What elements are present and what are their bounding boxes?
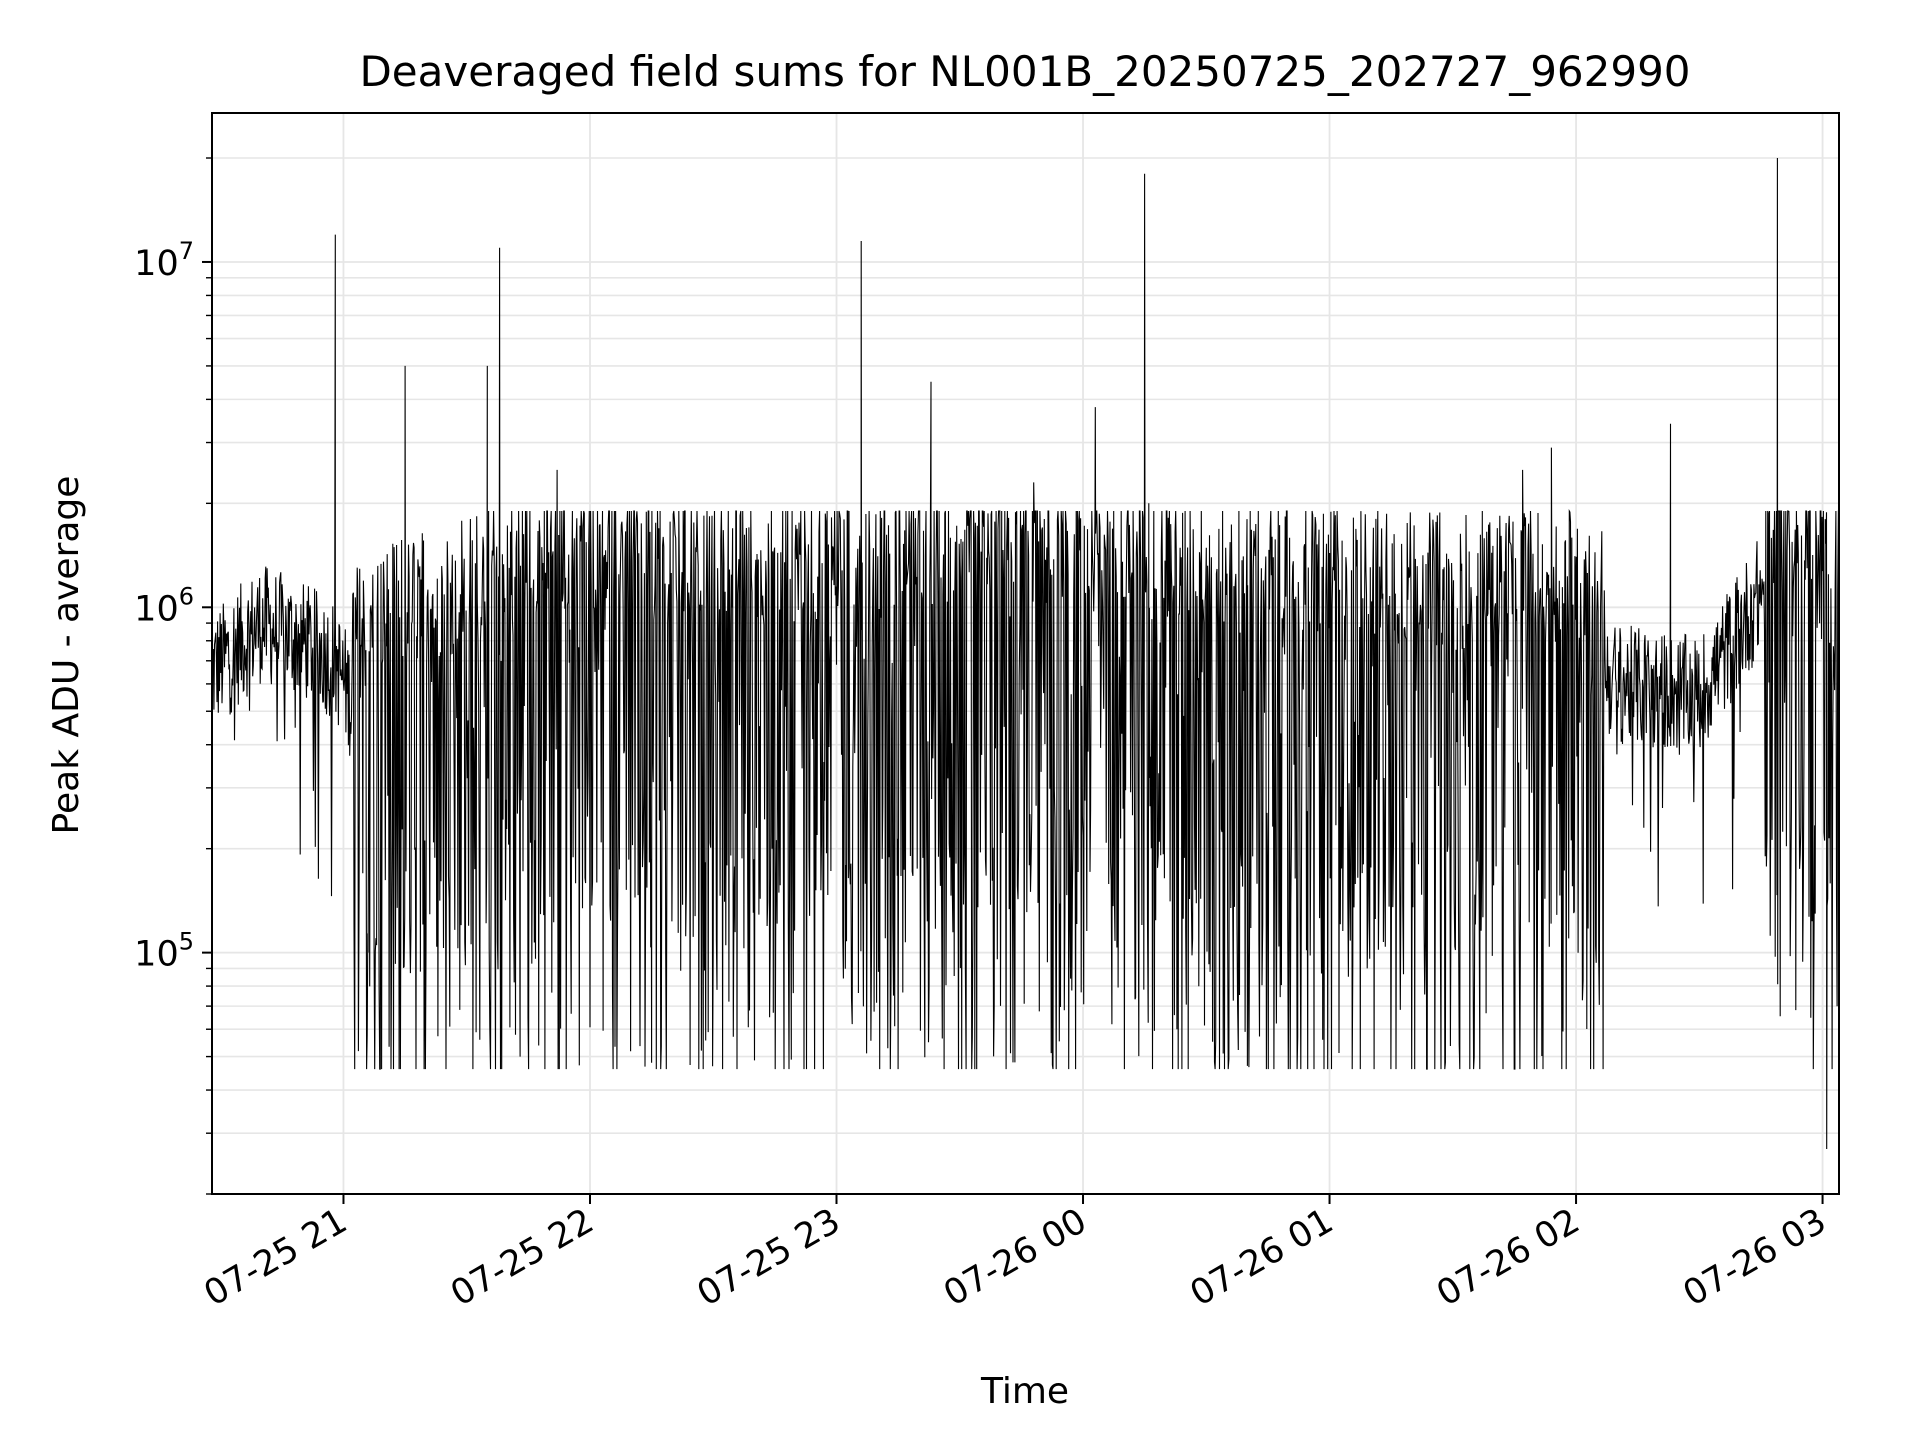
y-tick-label: 106 (134, 582, 194, 629)
y-tick-label: 105 (134, 928, 194, 975)
x-axis-label: Time (980, 1371, 1069, 1412)
y-axis-label: Peak ADU - average (46, 476, 87, 835)
series-line (212, 157, 1839, 1150)
data-series (212, 157, 1839, 1150)
plot-frame (211, 112, 1840, 1195)
y-axis: 105 106 107 (134, 157, 212, 1195)
y-tick-label: 107 (134, 237, 194, 284)
chart-title: Deaveraged field sums for NL001B_2025072… (359, 47, 1690, 96)
